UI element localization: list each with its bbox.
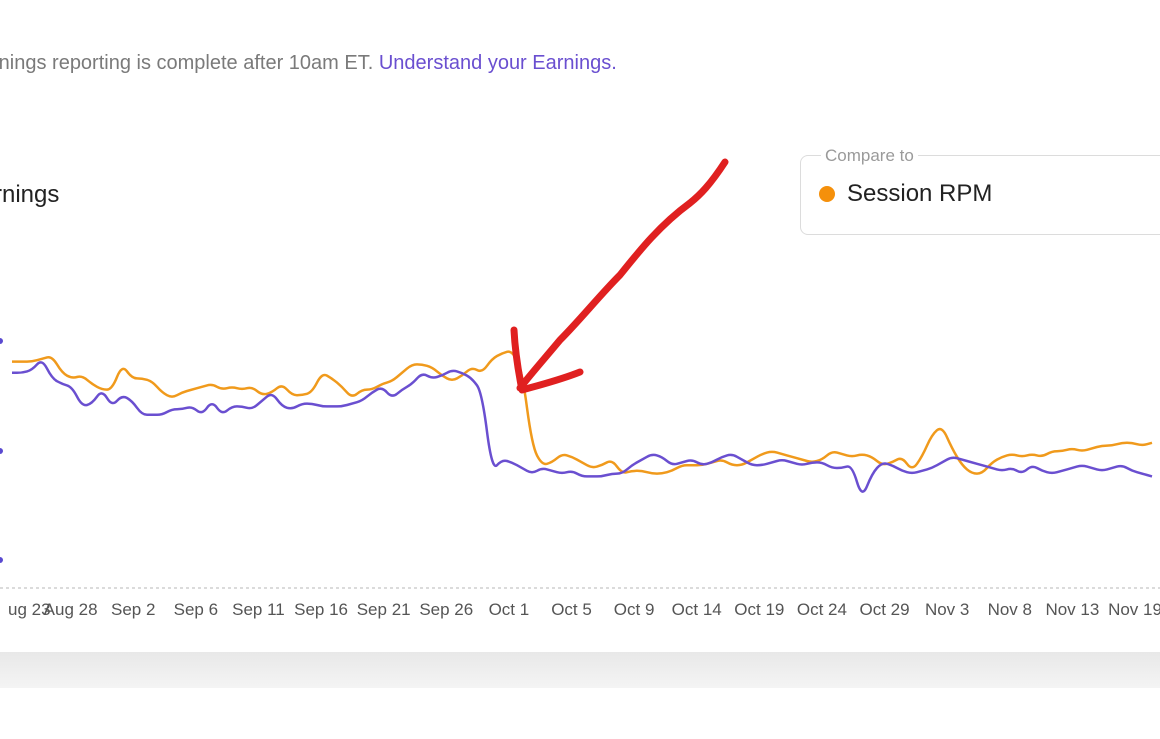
x-tick-label: Oct 29 [860, 600, 910, 619]
card-bottom-shadow [0, 652, 1160, 688]
x-tick-label: Oct 1 [489, 600, 530, 619]
y-axis-marker [0, 557, 3, 563]
series-line-earnings [12, 361, 1153, 493]
x-tick-label: Nov 19 [1108, 600, 1160, 619]
x-tick-label: Oct 14 [672, 600, 722, 619]
series-layer [12, 350, 1153, 493]
annotation-arrow-icon [510, 158, 729, 394]
x-tick-label: Sep 16 [294, 600, 348, 619]
x-tick-label: Oct 5 [551, 600, 592, 619]
compare-selected-value: Session RPM [819, 180, 992, 208]
x-tick-label: Oct 19 [734, 600, 784, 619]
compare-selected-label: Session RPM [847, 180, 993, 207]
x-tick-label: Oct 9 [614, 600, 655, 619]
x-tick-label: Nov 13 [1045, 600, 1099, 619]
x-tick-label: ug 23 [8, 600, 51, 619]
x-tick-label: Sep 2 [111, 600, 155, 619]
series-color-dot [819, 186, 835, 202]
y-axis-marker [0, 338, 3, 344]
x-tick-label: Aug 28 [44, 600, 98, 619]
compare-to-select[interactable]: Compare to Session RPM [800, 146, 1160, 235]
understand-earnings-link[interactable]: Understand your Earnings. [378, 52, 617, 74]
x-tick-label: Sep 26 [419, 600, 473, 619]
x-tick-label: Nov 3 [925, 600, 969, 619]
earnings-notice: rnings reporting is complete after 10am … [0, 52, 617, 75]
series-line-session-rpm [12, 350, 1153, 475]
compare-to-label: Compare to [821, 146, 918, 166]
x-tick-label: Sep 21 [357, 600, 411, 619]
y-axis-marker [0, 448, 3, 454]
card-title: rnings [0, 181, 60, 208]
x-tick-label: Sep 11 [232, 600, 285, 619]
x-tick-label: Nov 8 [988, 600, 1032, 619]
x-tick-label: Sep 6 [174, 600, 218, 619]
notice-text: rnings reporting is complete after 10am … [0, 52, 374, 74]
x-tick-label: Oct 24 [797, 600, 847, 619]
